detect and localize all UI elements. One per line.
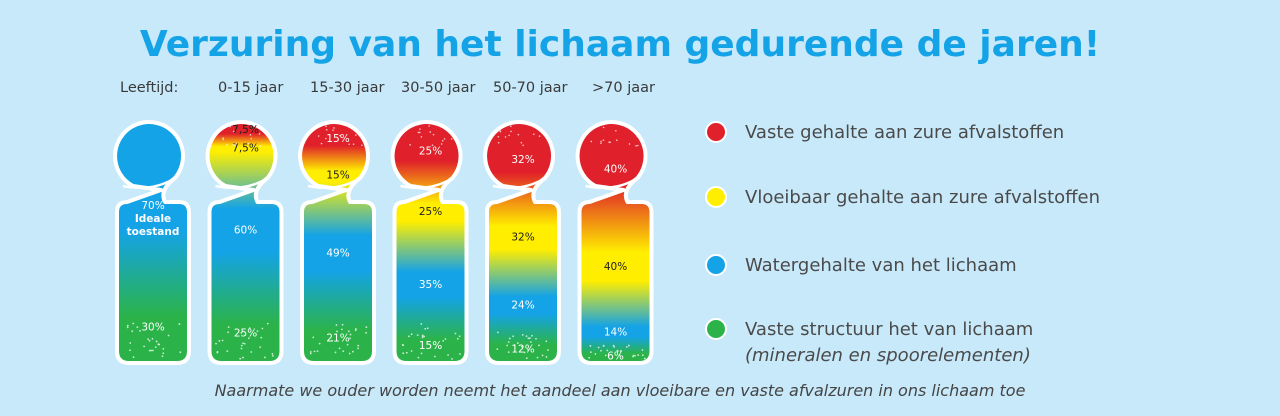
value-label-5-0: 40% [604,164,627,176]
green-dot-icon [705,318,727,340]
legend-item-water: Watergehalte van het lichaam [705,253,1017,279]
yellow-dot-icon [705,186,727,208]
mouth-highlight-0 [122,176,176,189]
age-label-50-70: 50-70 jaar [493,80,568,96]
page-title: Verzuring van het lichaam gedurende de j… [139,24,1101,65]
age-label-30-50: 30-50 jaar [401,80,476,96]
body-figure-1 [205,120,284,365]
mouth-highlight-3 [400,176,454,189]
sparkle-dots-0 [126,322,182,359]
value-label-2-0: 15% [326,133,349,145]
age-header: Leeftijd: [120,80,179,96]
legend-label: Watergehalte van het lichaam [745,255,1017,276]
value-label-0-3: 30% [141,322,164,334]
value-label-5-3: 6% [607,351,624,363]
ideal-state-label: Ideale [135,213,171,225]
legend-sublabel: (mineralen en spoorelementen) [745,345,1031,366]
legend-item-liquid-waste: Vloeibaar gehalte aan zure afvalstoffen [705,185,1100,211]
value-label-3-1: 25% [419,206,442,218]
stacked-body-chart: 70% 30% 7,5% 7,5% 60% 25% 15% 15% 49% 21% 25% 25% 35… [113,120,654,365]
mouth-highlight-5 [585,176,639,189]
mouth-highlight-2 [307,176,361,189]
legend-label: Vaste gehalte aan zure afvalstoffen [745,122,1065,143]
legend-item-solid-waste: Vaste gehalte aan zure afvalstoffen [705,120,1064,146]
footer-note: Naarmate we ouder worden neemt het aande… [214,381,1026,400]
value-label-1-1: 7,5% [232,142,259,154]
legend-item-structure: Vaste structuur het van lichaam (mineral… [705,317,1033,369]
age-label-15-30: 15-30 jaar [310,80,385,96]
value-label-0-2: 70% [141,200,164,212]
value-label-4-3: 12% [511,343,534,355]
value-label-1-3: 25% [234,328,257,340]
mouth-highlight-4 [492,176,546,189]
sparkle-dots-5 [588,125,646,360]
value-label-3-0: 25% [419,145,442,157]
value-label-2-1: 15% [326,170,349,182]
value-label-2-2: 49% [326,247,349,259]
value-label-3-3: 15% [419,340,442,352]
age-label-70-plus: >70 jaar [592,80,655,96]
sparkle-dots-2 [309,125,368,355]
value-label-2-3: 21% [326,332,349,344]
blue-dot-icon [705,254,727,276]
red-dot-icon [705,121,727,143]
value-label-5-1: 40% [604,261,627,273]
sparkle-dots-3 [401,125,461,360]
value-label-4-0: 32% [511,154,534,166]
ideal-state-label: toestand [127,226,180,238]
value-label-1-0: 7,5% [232,124,259,136]
mouth-highlight-1 [215,176,269,189]
legend-label: Vaste structuur het van lichaam [745,319,1034,340]
value-label-1-2: 60% [234,224,257,236]
sparkle-dots-1 [215,125,274,360]
value-label-4-1: 32% [511,232,534,244]
value-label-3-2: 35% [419,279,442,291]
sparkle-dots-4 [496,125,549,360]
legend-label: Vloeibaar gehalte aan zure afvalstoffen [745,187,1101,208]
body-figure-4 [483,120,561,365]
age-label-0-15: 0-15 jaar [218,80,284,96]
value-label-4-2: 24% [511,300,534,312]
body-figure-2 [298,120,376,365]
value-label-5-2: 14% [604,326,627,338]
body-figure-0 [113,120,191,365]
body-figure-3 [390,120,469,365]
body-figure-5 [575,120,654,365]
